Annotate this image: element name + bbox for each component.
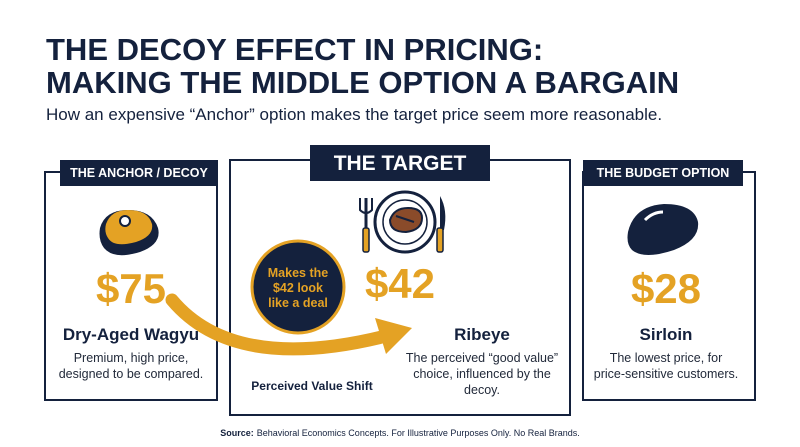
tag-bg xyxy=(583,160,743,186)
price: $75 xyxy=(96,265,166,312)
option-name: Dry-Aged Wagyu xyxy=(63,325,199,344)
description: choice, influenced by the xyxy=(413,367,551,381)
tag-bg xyxy=(60,160,218,186)
description: decoy. xyxy=(464,383,500,397)
value-shift-arrow xyxy=(165,293,397,356)
description: The lowest price, for xyxy=(610,351,723,365)
title-line: MAKING THE MIDDLE OPTION A BARGAIN xyxy=(46,65,679,100)
option-name: Ribeye xyxy=(454,325,510,344)
title-line: THE DECOY EFFECT IN PRICING: xyxy=(46,32,543,67)
steak-icon xyxy=(99,210,159,256)
price: $42 xyxy=(365,260,435,307)
steak-icon xyxy=(627,204,699,255)
price: $28 xyxy=(631,265,701,312)
callout-text: like a deal xyxy=(268,296,328,310)
callout-text: $42 look xyxy=(273,281,323,295)
callout-text: Makes the xyxy=(268,266,328,280)
arrow-label: Perceived Value Shift xyxy=(251,379,372,393)
source: Source: Behavioral Economics Concepts. Fo… xyxy=(220,428,580,438)
callout-circle xyxy=(250,239,346,335)
subtitle: How an expensive “Anchor” option makes t… xyxy=(46,105,662,124)
plate-icon xyxy=(359,190,446,254)
tag: THE TARGET xyxy=(334,152,467,175)
description: designed to be compared. xyxy=(59,367,204,381)
description: The perceived “good value” xyxy=(406,351,558,365)
arrow-head xyxy=(375,318,412,354)
panel xyxy=(44,171,218,401)
option-name: Sirloin xyxy=(640,325,693,344)
source-text: Behavioral Economics Concepts. For Illus… xyxy=(257,428,580,438)
source-label: Source: xyxy=(220,428,254,438)
tag: THE BUDGET OPTION xyxy=(597,166,730,180)
tag: THE ANCHOR / DECOY xyxy=(70,166,208,180)
tag-bg xyxy=(310,145,490,181)
description: Premium, high price, xyxy=(74,351,189,365)
description: price-sensitive customers. xyxy=(594,367,739,381)
